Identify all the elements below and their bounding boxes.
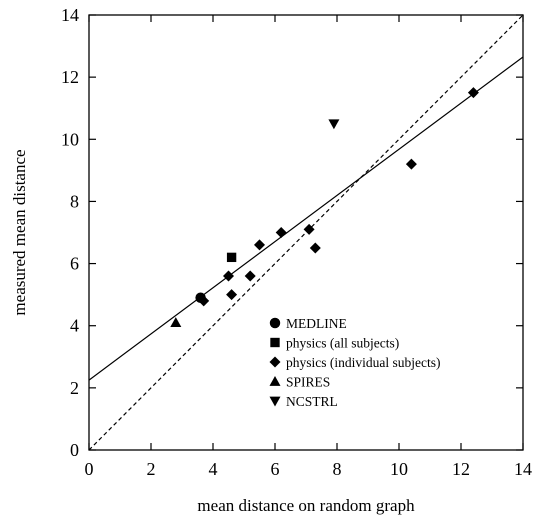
legend-triangle-up-icon: [269, 376, 281, 386]
x-tick-label: 14: [514, 459, 532, 479]
triangle-down-marker: [328, 119, 340, 130]
diamond-marker: [309, 242, 321, 254]
diamond-marker: [223, 270, 234, 282]
fit-line: [89, 56, 523, 381]
diamond-marker: [405, 158, 417, 170]
square-marker: [226, 252, 237, 263]
y-axis-label: measured mean distance: [10, 149, 29, 315]
legend-square-icon: [270, 337, 280, 348]
y-tick-label: 8: [70, 191, 79, 211]
diamond-marker: [198, 295, 210, 307]
y-tick-label: 0: [70, 440, 79, 460]
diamond-marker: [303, 223, 315, 235]
y-tick-label: 14: [61, 5, 79, 25]
diamond-marker: [254, 239, 265, 251]
diamond-marker: [226, 289, 238, 301]
legend-diamond-icon: [269, 356, 281, 368]
y-tick-label: 2: [70, 378, 79, 398]
reference-line: [89, 15, 523, 450]
x-tick-label: 0: [85, 459, 94, 479]
axis-ticks: 0 2 4 6 8 10 12 14 0 2 4 6 8 10 12 14: [61, 5, 532, 479]
x-tick-label: 10: [390, 459, 408, 479]
x-tick-label: 8: [333, 459, 342, 479]
plot-frame: [88, 14, 524, 451]
legend-label: SPIRES: [286, 375, 330, 390]
x-tick-label: 2: [147, 459, 156, 479]
y-tick-label: 10: [61, 129, 79, 149]
legend-triangle-down-icon: [269, 396, 281, 407]
data-points: [170, 87, 479, 328]
legend-label: MEDLINE: [286, 316, 347, 331]
y-tick-label: 12: [61, 67, 79, 87]
x-tick-label: 4: [209, 459, 218, 479]
x-tick-label: 12: [452, 459, 470, 479]
diamond-marker: [467, 87, 479, 99]
y-tick-label: 4: [70, 316, 79, 336]
legend: MEDLINE physics (all subjects) physics (in…: [269, 316, 440, 409]
y-tick-label: 6: [70, 254, 79, 274]
x-tick-label: 6: [271, 459, 280, 479]
legend-label: physics (all subjects): [286, 336, 399, 351]
legend-circle-icon: [269, 317, 281, 329]
diamond-marker: [275, 227, 287, 238]
fit-lines: [89, 15, 523, 450]
x-axis-label: mean distance on random graph: [197, 496, 415, 515]
legend-label: physics (individual subjects): [286, 355, 440, 370]
legend-label: NCSTRL: [286, 394, 338, 409]
triangle-up-marker: [170, 317, 182, 328]
diamond-marker: [244, 270, 256, 282]
